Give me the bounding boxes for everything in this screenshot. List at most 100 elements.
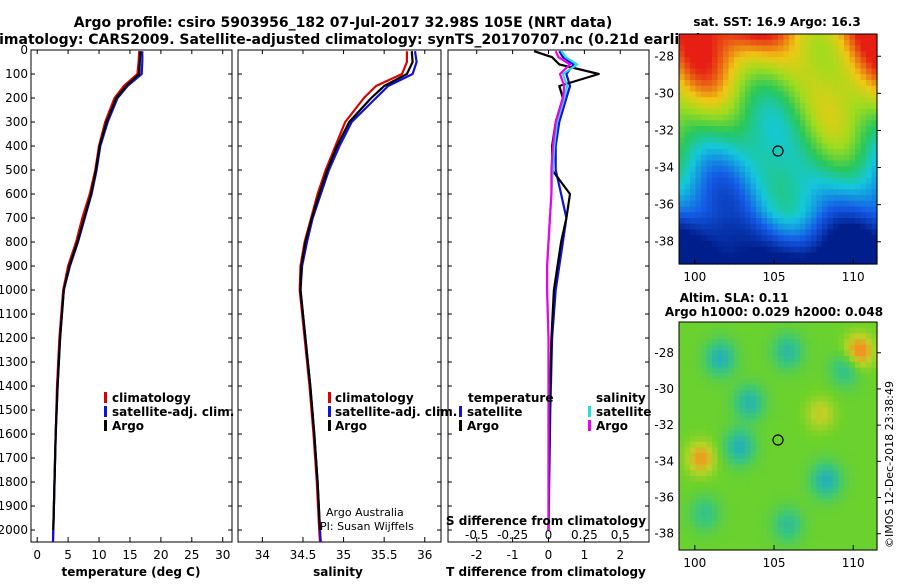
sla-cell <box>811 350 818 357</box>
sla-cell <box>739 413 746 420</box>
sla-cell <box>690 424 697 431</box>
sst-cell <box>811 137 818 144</box>
sst-cell <box>712 218 719 225</box>
sst-cell <box>822 229 829 236</box>
sla-cell <box>805 538 812 545</box>
sla-cell <box>871 413 878 420</box>
sla-cell <box>706 339 713 346</box>
sla-cell <box>811 401 818 409</box>
sla-cell <box>772 538 779 545</box>
sst-cell <box>860 62 867 70</box>
sst-cell <box>679 212 686 219</box>
sst-cell <box>695 160 702 167</box>
imos-credit: ©IMOS 12-Dec-2018 23:38:49 <box>883 381 896 548</box>
sla-cell <box>816 407 823 414</box>
sst-cell <box>750 143 757 150</box>
sst-cell <box>833 149 840 156</box>
sla-cell <box>734 447 741 454</box>
legend-climatology-swatch <box>104 392 107 403</box>
sla-cell <box>805 344 812 352</box>
sla-cell <box>679 436 686 443</box>
sst-cell <box>822 85 829 93</box>
sal-legend-climatology-label: climatology <box>335 391 414 405</box>
sst-cell <box>717 91 724 98</box>
sla-cell <box>756 418 763 426</box>
sla-cell <box>695 384 702 391</box>
sst-cell <box>860 183 867 190</box>
sst-cell <box>866 114 873 121</box>
sst-cell <box>838 68 845 75</box>
sst-cell <box>734 34 741 41</box>
sla-cell <box>706 350 713 357</box>
sst-cell <box>756 154 763 162</box>
sst-cell <box>871 195 878 202</box>
sla-cell <box>761 504 768 511</box>
sla-cell <box>684 327 691 334</box>
sst-cell <box>833 235 840 242</box>
t-difference-xlabel: T difference from climatology <box>446 565 646 579</box>
sst-cell <box>739 183 746 190</box>
sla-cell <box>712 453 719 460</box>
sla-cell <box>772 322 779 329</box>
sla-cell <box>816 367 823 374</box>
sst-cell <box>800 74 807 81</box>
sla-cell <box>684 510 691 517</box>
sla-cell <box>745 504 752 511</box>
sla-cell <box>739 350 746 357</box>
sla-cell <box>838 441 845 448</box>
sst-cell <box>695 206 702 213</box>
sla-cell <box>789 436 796 443</box>
sst-cell <box>855 74 862 81</box>
sla-cell <box>684 367 691 374</box>
sla-cell <box>745 487 752 494</box>
sla-cell <box>706 361 713 369</box>
sla-cell <box>871 487 878 494</box>
sla-cell <box>805 458 812 466</box>
sla-cell <box>756 453 763 460</box>
sst-cell <box>695 80 702 87</box>
sla-cell <box>833 384 840 391</box>
sst-cell <box>745 126 752 133</box>
sla-cell <box>734 356 741 363</box>
sst-cell <box>805 97 812 104</box>
sst-cell <box>739 126 746 133</box>
sla-cell <box>849 515 856 523</box>
sst-cell <box>728 57 735 64</box>
sst-cell <box>794 206 801 213</box>
sst-cell <box>794 212 801 219</box>
sla-cell <box>756 401 763 409</box>
diff-legend-s-satellite-swatch <box>588 406 591 417</box>
temperature-axis: 0 5 10 15 20 25 30 <box>33 50 230 562</box>
sla-cell <box>800 413 807 420</box>
sla-cell <box>816 458 823 466</box>
sst-cell <box>756 120 763 127</box>
sst-cell <box>827 183 834 190</box>
sst-cell <box>816 137 823 144</box>
sst-cell <box>838 183 845 190</box>
sst-cell <box>761 200 768 208</box>
sst-cell <box>750 126 757 133</box>
sla-cell <box>767 339 774 346</box>
sla-cell <box>745 441 752 448</box>
sla-cell <box>833 470 840 477</box>
sla-cell <box>745 327 752 334</box>
sst-cell <box>739 114 746 121</box>
sla-cell <box>739 493 746 500</box>
sst-cell <box>871 223 878 231</box>
sla-cell <box>701 470 708 477</box>
sla-cell <box>712 390 719 397</box>
sla-cell <box>701 401 708 409</box>
sla-cell <box>778 327 785 334</box>
sla-cell <box>772 470 779 477</box>
sla-cell <box>800 447 807 454</box>
sla-cell <box>767 481 774 488</box>
sst-cell <box>756 235 763 242</box>
sst-cell <box>717 120 724 127</box>
sst-cell <box>739 160 746 167</box>
sst-cell <box>717 62 724 70</box>
sla-cell <box>805 510 812 517</box>
sst-cell <box>789 120 796 127</box>
sst-cell <box>712 62 719 70</box>
sst-cell <box>866 45 873 52</box>
sst-cell <box>855 62 862 70</box>
